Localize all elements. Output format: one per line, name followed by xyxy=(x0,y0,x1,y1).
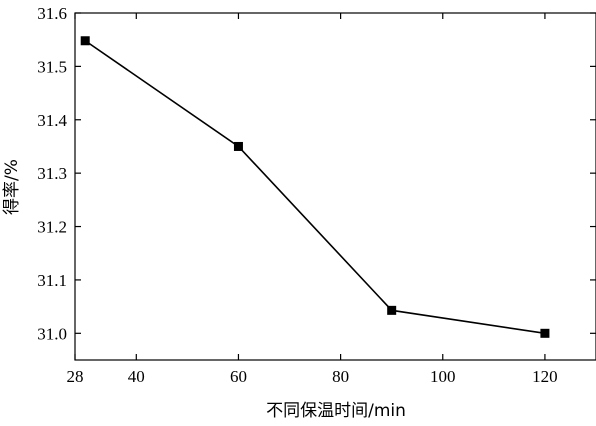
data-point-marker xyxy=(233,141,243,151)
x-tick-label: 60 xyxy=(230,367,247,386)
x-tick-label: 100 xyxy=(430,367,456,386)
y-tick-label: 31.6 xyxy=(37,4,67,23)
x-tick-label: 80 xyxy=(332,367,349,386)
x-tick-label: 28 xyxy=(67,367,84,386)
data-point-marker xyxy=(80,36,90,46)
series-line-group xyxy=(84,40,546,335)
x-axis-title: 不同保温时间/min xyxy=(266,401,406,421)
y-tick-label: 31.2 xyxy=(37,218,67,237)
data-point-marker xyxy=(387,305,397,315)
y-tick-label: 31.4 xyxy=(37,111,67,130)
series-line xyxy=(84,40,546,335)
y-tick-label: 31.3 xyxy=(37,164,67,183)
data-point-marker xyxy=(540,328,550,338)
y-tick-label: 31.1 xyxy=(37,271,67,290)
ticks: 28 40 60 80 100 120 31.0 31.1 31.2 31.3 31.4 31.5 31… xyxy=(37,4,596,386)
x-tick-label: 120 xyxy=(532,367,558,386)
markers-group xyxy=(80,36,550,338)
y-axis-title: 得率/% xyxy=(2,159,22,215)
x-tick-label: 40 xyxy=(128,367,145,386)
y-tick-label: 31.5 xyxy=(37,57,67,76)
plot-frame xyxy=(74,12,596,361)
y-tick-label: 31.0 xyxy=(37,324,67,343)
